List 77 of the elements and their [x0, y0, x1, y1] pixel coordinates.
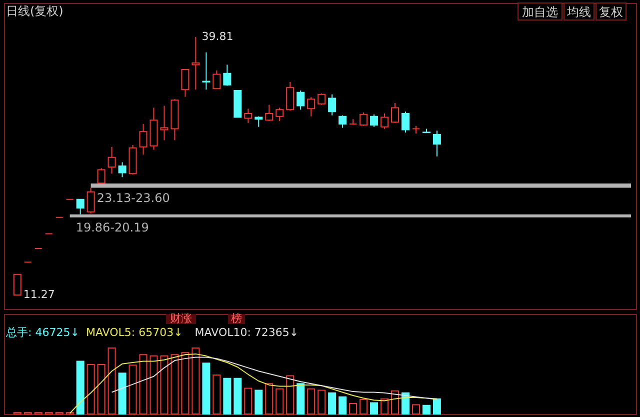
- bar: [108, 348, 116, 414]
- candlestick: [390, 102, 399, 124]
- bar: [422, 404, 430, 414]
- bar: [192, 348, 200, 414]
- candlestick: [97, 168, 106, 184]
- bar: [286, 375, 294, 414]
- candlestick: [380, 112, 389, 130]
- candlestick: [328, 94, 336, 116]
- bar: [118, 372, 126, 414]
- candlestick: [276, 107, 284, 122]
- candlestick: [108, 146, 116, 174]
- candlestick: [254, 116, 263, 128]
- candlestick: [349, 118, 358, 124]
- text: 财涨: [170, 312, 192, 325]
- band-label: 19.86-20.19: [76, 220, 149, 234]
- bar: [202, 362, 210, 414]
- bar: [181, 352, 190, 414]
- text: 总手: 46725↓: [5, 326, 80, 339]
- text: 加自选: [522, 5, 558, 19]
- text: 榜: [231, 312, 242, 325]
- bar: [318, 390, 326, 414]
- candlestick: [192, 36, 200, 90]
- bar: [150, 355, 158, 414]
- bar: [328, 392, 336, 414]
- candlestick: [265, 104, 274, 122]
- candlestick: [244, 108, 252, 124]
- bar: [76, 360, 84, 414]
- candlestick: [202, 52, 210, 90]
- candlestick: [212, 70, 221, 90]
- annotation: 11.27: [23, 288, 55, 301]
- text: MAVOL5: 65703↓: [86, 326, 183, 339]
- candlestick: [307, 96, 316, 117]
- candlestick: [370, 114, 378, 128]
- bar: [160, 355, 168, 414]
- bar: [276, 388, 284, 414]
- bar: [128, 364, 137, 414]
- bar: [296, 383, 305, 414]
- candlestick: [181, 69, 190, 98]
- candlestick: [432, 130, 441, 157]
- bar: [412, 404, 420, 414]
- bar: [97, 364, 106, 414]
- bar: [244, 388, 252, 414]
- annotation: 39.81: [202, 30, 234, 43]
- bar: [390, 390, 399, 414]
- bar: [234, 378, 242, 414]
- candlestick: [139, 123, 148, 156]
- candlestick: [13, 274, 22, 296]
- candlestick: [401, 111, 410, 134]
- text: 复权: [599, 5, 623, 19]
- bar: [212, 374, 221, 414]
- bar: [265, 383, 274, 414]
- bar: [349, 402, 358, 414]
- bar: [432, 398, 441, 414]
- text: 均线: [566, 5, 591, 19]
- candlestick: [338, 114, 347, 128]
- bar: [401, 392, 410, 414]
- candlestick: [86, 187, 95, 214]
- chart-title: 日线(复权): [6, 4, 64, 18]
- bar: [170, 354, 179, 414]
- bar: [380, 398, 389, 414]
- bar: [360, 398, 368, 414]
- text: MAVOL10: 72365↓: [194, 326, 299, 339]
- bar: [254, 390, 263, 414]
- candlestick: [223, 64, 232, 86]
- candlestick: [118, 162, 126, 178]
- bar: [139, 354, 148, 414]
- candlestick: [318, 92, 326, 106]
- candlestick: [296, 90, 305, 110]
- candlestick: [76, 198, 84, 215]
- bar: [307, 388, 316, 414]
- candlestick: [360, 112, 368, 126]
- bar: [370, 402, 378, 414]
- bar: [86, 364, 95, 414]
- candlestick: [286, 81, 294, 112]
- band-label: 23.13-23.60: [96, 190, 170, 205]
- bar: [338, 396, 347, 414]
- bar: [223, 378, 232, 414]
